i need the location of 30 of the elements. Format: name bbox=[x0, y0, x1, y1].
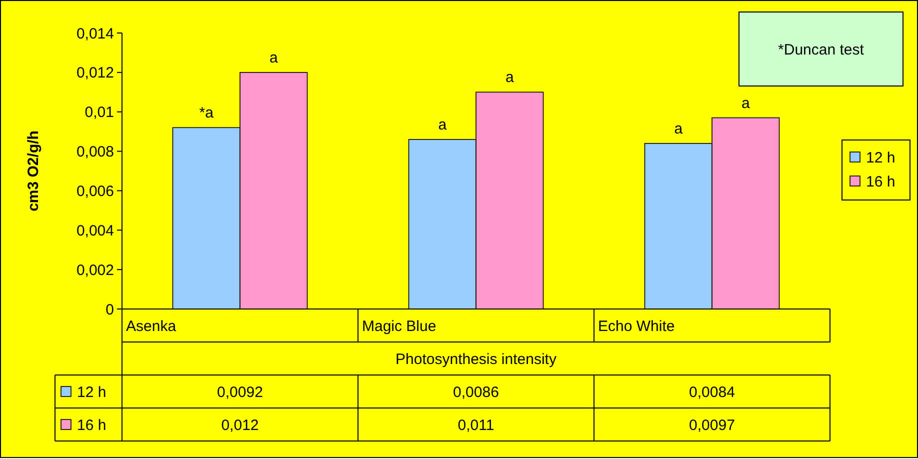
x-tick-label: Echo White bbox=[598, 318, 675, 335]
x-tick-label: Magic Blue bbox=[362, 318, 436, 335]
annotation: *Duncan test bbox=[778, 41, 865, 58]
data-label: 0,0097 bbox=[689, 416, 735, 434]
y-tick-label: 0,004 bbox=[76, 222, 114, 240]
x-tick-label: Asenka bbox=[126, 318, 177, 335]
data-label: 0,0086 bbox=[453, 384, 499, 401]
legend-label: 12 h bbox=[77, 384, 106, 401]
annotation: a bbox=[438, 116, 448, 134]
y-tick-label: 0,01 bbox=[84, 104, 114, 122]
y-axis-title: cm3 O2/g/h bbox=[25, 130, 42, 212]
y-tick-label: 0 bbox=[106, 301, 114, 318]
data-label: 0,011 bbox=[458, 416, 494, 434]
text: 12 h bbox=[866, 149, 896, 166]
annotation: a bbox=[269, 49, 278, 66]
x-axis-title: Photosynthesis intensity bbox=[396, 350, 557, 368]
annotation: *a bbox=[199, 104, 214, 122]
y-tick-label: 0,012 bbox=[76, 64, 114, 82]
annotation: a bbox=[505, 69, 514, 86]
data-label: 0,0084 bbox=[689, 384, 735, 401]
data-label: 0,0092 bbox=[217, 384, 263, 401]
data-label: 0,012 bbox=[221, 416, 259, 434]
text: 16 h bbox=[77, 416, 106, 434]
annotation: a bbox=[741, 94, 750, 112]
legend-label: 16 h bbox=[866, 173, 896, 190]
y-tick-label: 0,014 bbox=[76, 25, 114, 42]
annotation: a bbox=[674, 120, 684, 138]
y-tick-label: 0,006 bbox=[76, 182, 114, 200]
y-tick-label: 0,002 bbox=[76, 262, 114, 279]
y-tick-label: 0,008 bbox=[76, 144, 114, 161]
